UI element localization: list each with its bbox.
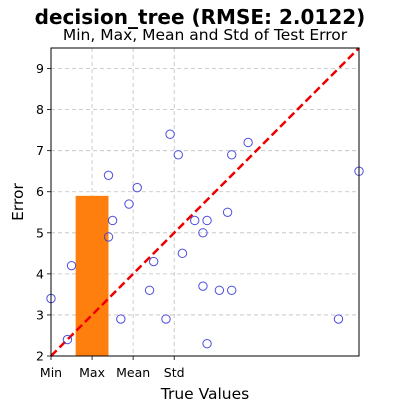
x-axis-ticks: Min Max Mean Std (40, 356, 185, 380)
data-point (222, 207, 233, 217)
data-point (165, 129, 175, 139)
data-point (161, 314, 171, 324)
data-point (202, 215, 212, 226)
data-point (103, 170, 114, 181)
data-point (198, 281, 208, 291)
reference-line (50, 47, 360, 357)
y-tick-label: 8 (36, 102, 44, 117)
data-point (66, 260, 77, 271)
data-point (173, 150, 184, 160)
bar (75, 195, 109, 356)
data-point (243, 137, 253, 148)
data-point (226, 150, 237, 160)
data-point (198, 228, 208, 238)
data-point (177, 248, 188, 259)
x-tick-label: Max (79, 365, 105, 380)
points-layer (46, 129, 364, 349)
plot-frame (50, 47, 360, 357)
y-axis-label: Error (9, 182, 27, 220)
data-point (190, 215, 200, 226)
chart-subtitle: Min, Max, Mean and Std of Test Error (63, 26, 348, 44)
data-point (202, 338, 212, 349)
y-tick-label: 7 (36, 143, 44, 158)
x-tick-label: Min (40, 365, 62, 380)
reference-line-layer (50, 47, 360, 357)
data-point (103, 232, 114, 242)
data-point (124, 199, 134, 209)
data-point (148, 256, 159, 267)
data-point (214, 285, 225, 295)
data-point (144, 285, 155, 295)
data-point (116, 314, 126, 324)
y-tick-label: 4 (36, 266, 44, 281)
data-point (132, 182, 142, 193)
data-point (62, 334, 73, 345)
bar-layer (75, 195, 109, 356)
y-tick-label: 5 (36, 225, 44, 240)
y-tick-label: 9 (36, 61, 44, 76)
data-point (107, 215, 118, 226)
data-point (226, 285, 237, 295)
data-point (333, 314, 344, 324)
y-tick-label: 2 (36, 349, 44, 364)
x-tick-label: Mean (116, 365, 150, 380)
x-tick-label: Std (164, 365, 185, 380)
chart-title: decision_tree (RMSE: 2.0122) (35, 5, 366, 29)
y-tick-label: 3 (36, 307, 44, 322)
y-axis-ticks: 2 3 4 5 6 7 8 9 (36, 61, 51, 364)
x-axis-label: True Values (160, 385, 250, 400)
y-tick-label: 6 (36, 184, 44, 199)
